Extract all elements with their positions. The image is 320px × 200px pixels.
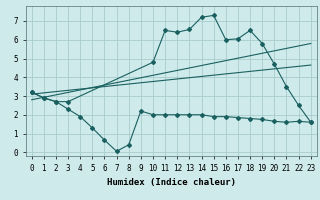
- X-axis label: Humidex (Indice chaleur): Humidex (Indice chaleur): [107, 178, 236, 187]
